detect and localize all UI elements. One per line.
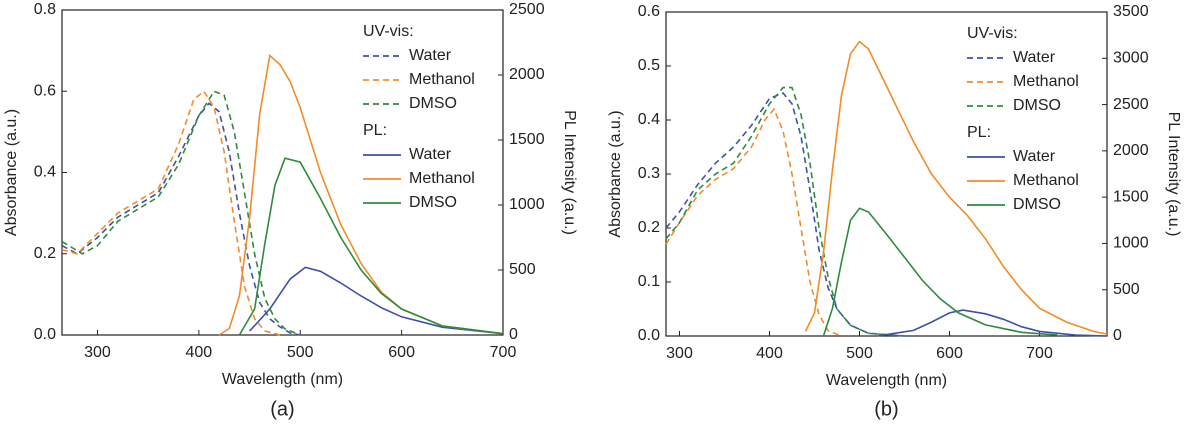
- x-tick-label: 400: [756, 345, 783, 362]
- x-tick-label: 500: [287, 344, 314, 361]
- y-tick-label: 0.0: [638, 327, 660, 344]
- y-tick-label: 0.2: [638, 219, 660, 236]
- y-tick-label: 0.0: [34, 326, 56, 343]
- y2-tick-label: 0: [509, 326, 518, 343]
- series-line: [238, 157, 504, 336]
- series-line: [822, 207, 1058, 337]
- y-tick-label: 0.4: [638, 111, 660, 128]
- series-line: [61, 102, 301, 336]
- legend-label: Water: [1013, 148, 1056, 165]
- series-line: [61, 90, 281, 336]
- y2-tick-label: 2000: [1113, 142, 1149, 159]
- series-line: [218, 53, 504, 336]
- y2-axis-label: PL Intensity (a.u.): [561, 110, 578, 235]
- legend-heading: UV-vis:: [363, 23, 414, 40]
- series-line: [61, 90, 301, 336]
- legend-heading: PL:: [967, 124, 991, 141]
- y-tick-label: 0.1: [638, 273, 660, 290]
- y-tick-label: 0.6: [34, 82, 56, 99]
- y-tick-label: 0.5: [638, 57, 660, 74]
- legend-label: Methanol: [1013, 73, 1079, 90]
- panel-caption: (a): [270, 398, 294, 420]
- series-line: [665, 86, 905, 337]
- series-line: [877, 309, 1108, 337]
- x-tick-label: 600: [936, 345, 963, 362]
- panel-caption: (b): [874, 398, 898, 420]
- x-tick-label: 300: [84, 344, 111, 361]
- x-tick-label: 500: [846, 345, 873, 362]
- y2-tick-label: 1500: [509, 131, 545, 148]
- legend-label: Water: [1013, 49, 1056, 66]
- y-axis-label: Absorbance (a.u.): [607, 110, 624, 237]
- legend-label: DMSO: [1013, 97, 1061, 114]
- legend-label: DMSO: [409, 95, 457, 112]
- x-tick-label: 700: [490, 344, 517, 361]
- y2-tick-label: 3000: [1113, 50, 1149, 67]
- x-tick-label: 300: [666, 345, 693, 362]
- legend-label: Methanol: [409, 71, 475, 88]
- legend-label: Water: [409, 146, 452, 163]
- y2-axis-label: PL Intensity (a.u.): [1165, 112, 1182, 237]
- y-tick-label: 0.8: [34, 1, 56, 18]
- y2-tick-label: 1500: [1113, 188, 1149, 205]
- legend-heading: PL:: [363, 122, 387, 139]
- y2-tick-label: 1000: [509, 196, 545, 213]
- y2-tick-label: 500: [509, 261, 536, 278]
- legend-heading: UV-vis:: [967, 25, 1018, 42]
- y-axis-label: Absorbance (a.u.): [3, 109, 20, 236]
- y-tick-label: 0.2: [34, 245, 56, 262]
- x-tick-label: 600: [388, 344, 415, 361]
- legend-label: Water: [409, 47, 452, 64]
- y-tick-label: 0.6: [638, 3, 660, 20]
- legend-label: DMSO: [409, 194, 457, 211]
- x-axis-label: Wavelength (nm): [222, 371, 343, 388]
- legend-label: Methanol: [409, 170, 475, 187]
- x-tick-label: 700: [1026, 345, 1053, 362]
- x-tick-label: 400: [186, 344, 213, 361]
- y-tick-label: 0.3: [638, 165, 660, 182]
- y-tick-label: 0.4: [34, 164, 56, 181]
- y2-tick-label: 500: [1113, 281, 1140, 298]
- legend-label: DMSO: [1013, 196, 1061, 213]
- y2-tick-label: 2000: [509, 66, 545, 83]
- series-line: [665, 92, 905, 337]
- y2-tick-label: 2500: [1113, 96, 1149, 113]
- y2-tick-label: 3500: [1113, 3, 1149, 20]
- x-axis-label: Wavelength (nm): [826, 372, 947, 389]
- series-line: [249, 266, 504, 335]
- series-line: [665, 107, 842, 337]
- series-line: [804, 40, 1108, 335]
- y2-tick-label: 1000: [1113, 235, 1149, 252]
- y2-tick-label: 2500: [509, 1, 545, 18]
- legend-label: Methanol: [1013, 172, 1079, 189]
- y2-tick-label: 0: [1113, 327, 1122, 344]
